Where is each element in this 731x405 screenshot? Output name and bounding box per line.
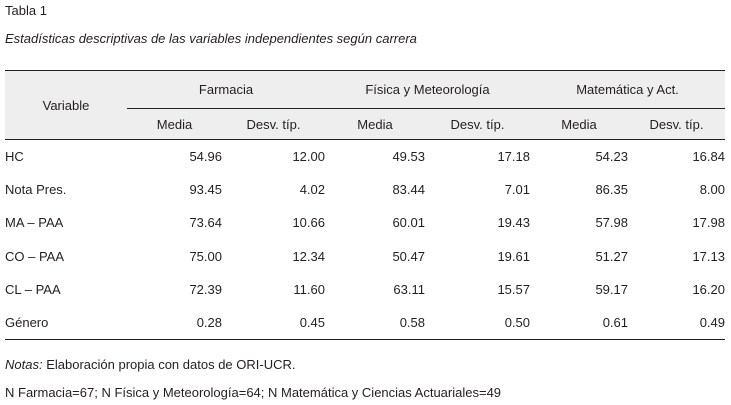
cell-desv-tip: 4.02 — [299, 181, 325, 197]
table-row: MA – PAA 73.64 10.66 60.01 19.43 57.98 17.98 — [5, 206, 725, 239]
cell-desv-tip: 16.20 — [692, 281, 725, 297]
cell-desv-tip: 0.50 — [504, 314, 530, 330]
row-label: Género — [5, 314, 49, 330]
cell-media: 59.17 — [595, 281, 628, 297]
cell-media: 54.23 — [595, 148, 628, 164]
cell-media: 73.64 — [189, 215, 222, 231]
table-caption: Estadísticas descriptivas de las variabl… — [5, 31, 417, 46]
cell-media: 57.98 — [595, 215, 628, 231]
cell-media: 75.00 — [189, 248, 222, 264]
cell-desv-tip: 19.43 — [497, 215, 530, 231]
cell-media: 50.47 — [392, 248, 425, 264]
cell-desv-tip: 11.60 — [293, 281, 325, 297]
variable-header: Variable — [5, 70, 127, 140]
cell-desv-tip: 0.45 — [299, 314, 325, 330]
notes-prefix: Notas: — [5, 357, 43, 372]
subheader-media: Media — [530, 108, 628, 140]
cell-media: 93.45 — [189, 181, 222, 197]
cell-desv-tip: 15.57 — [497, 281, 530, 297]
group-header-matematica-act: Matemática y Act. — [530, 70, 725, 109]
cell-desv-tip: 17.18 — [497, 148, 530, 164]
cell-media: 0.61 — [602, 314, 628, 330]
subheader-media: Media — [325, 108, 425, 140]
group-header-farmacia: Farmacia — [127, 70, 325, 109]
table-label: Tabla 1 — [5, 3, 47, 18]
cell-desv-tip: 10.66 — [292, 215, 325, 231]
cell-desv-tip: 17.13 — [692, 248, 725, 264]
group-header-fisica-meteorologia: Física y Meteorología — [325, 70, 530, 109]
cell-media: 0.58 — [399, 314, 425, 330]
row-label: HC — [5, 148, 24, 164]
subheader-desv-tip: Desv. típ. — [628, 108, 725, 140]
table-row: CL – PAA 72.39 11.60 63.11 15.57 59.17 16.20 — [5, 273, 725, 306]
table-row: Género 0.28 0.45 0.58 0.50 0.61 0.49 — [5, 306, 725, 340]
table-row: HC 54.96 12.00 49.53 17.18 54.23 16.84 — [5, 140, 725, 173]
cell-media: 63.11 — [393, 281, 425, 297]
cell-media: 51.27 — [595, 248, 628, 264]
cell-desv-tip: 7.01 — [504, 181, 530, 197]
row-label: CL – PAA — [5, 281, 61, 297]
cell-desv-tip: 12.00 — [292, 148, 325, 164]
descriptive-stats-table: Variable Farmacia Física y Meteorología … — [5, 70, 725, 340]
subheader-desv-tip: Desv. típ. — [222, 108, 325, 140]
row-label: MA – PAA — [5, 215, 64, 231]
table-row: CO – PAA 75.00 12.34 50.47 19.61 51.27 17.13 — [5, 239, 725, 272]
cell-desv-tip: 12.34 — [292, 248, 325, 264]
table-row: Nota Pres. 93.45 4.02 83.44 7.01 86.35 8.00 — [5, 173, 725, 206]
cell-desv-tip: 16.84 — [692, 148, 725, 164]
subheader-media: Media — [127, 108, 222, 140]
cell-desv-tip: 8.00 — [699, 181, 725, 197]
cell-desv-tip: 19.61 — [497, 248, 530, 264]
cell-media: 86.35 — [595, 181, 628, 197]
cell-desv-tip: 17.98 — [692, 215, 725, 231]
cell-media: 54.96 — [189, 148, 222, 164]
sample-size-note: N Farmacia=67; N Física y Meteorología=6… — [5, 385, 502, 400]
cell-media: 72.39 — [189, 281, 222, 297]
notes-text: Elaboración propia con datos de ORI-UCR. — [42, 357, 296, 372]
table-notes: Notas: Elaboración propia con datos de O… — [5, 357, 295, 372]
cell-desv-tip: 0.49 — [699, 314, 725, 330]
cell-media: 83.44 — [392, 181, 425, 197]
row-label: Nota Pres. — [5, 181, 67, 197]
cell-media: 60.01 — [392, 215, 425, 231]
subheader-desv-tip: Desv. típ. — [425, 108, 530, 140]
cell-media: 0.28 — [196, 314, 222, 330]
cell-media: 49.53 — [392, 148, 425, 164]
row-label: CO – PAA — [5, 248, 65, 264]
